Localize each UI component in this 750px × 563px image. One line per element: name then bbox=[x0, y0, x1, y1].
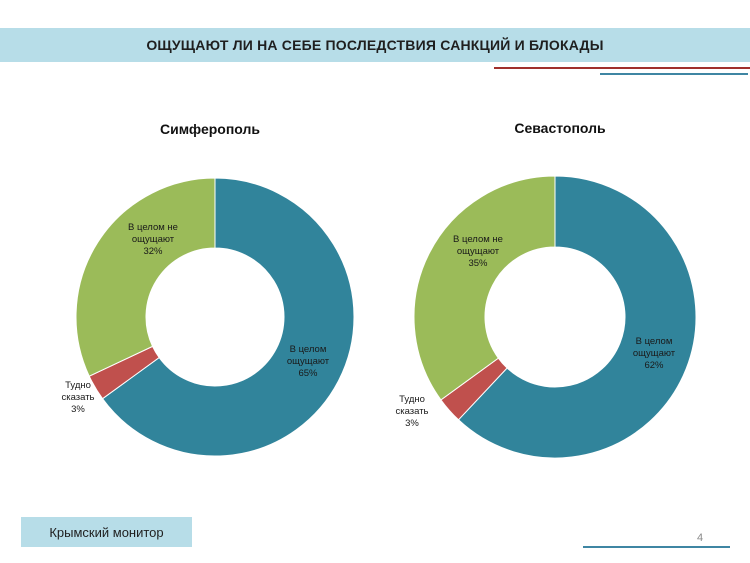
slice-label-line: В целом не bbox=[453, 234, 503, 245]
slice-label-0: В целом ощущают 65% bbox=[287, 344, 330, 379]
slice-label-line: Тудно bbox=[65, 380, 91, 391]
slice-label-2: В целом не ощущают 35% bbox=[453, 234, 503, 269]
slice-label-line: 62% bbox=[644, 360, 664, 371]
page-title: ОЩУЩАЮТ ЛИ НА СЕБЕ ПОСЛЕДСТВИЯ САНКЦИЙ И… bbox=[146, 37, 604, 53]
brand-label: Крымский монитор bbox=[49, 524, 164, 540]
slice-label-line: 35% bbox=[468, 258, 488, 269]
page-number: 4 bbox=[697, 532, 704, 544]
chart-title-simferopol: Симферополь bbox=[159, 121, 261, 137]
slice-label-line: сказать bbox=[395, 406, 428, 417]
donut-slice-2 bbox=[75, 177, 216, 377]
slice-label-1: Тудно сказать 3% bbox=[61, 380, 94, 415]
footer-rule bbox=[583, 546, 730, 548]
header-rule-red bbox=[494, 67, 750, 69]
slice-label-line: В целом bbox=[636, 336, 673, 347]
title-banner: ОЩУЩАЮТ ЛИ НА СЕБЕ ПОСЛЕДСТВИЯ САНКЦИЙ И… bbox=[0, 28, 750, 62]
slice-label-line: Тудно bbox=[399, 394, 425, 405]
slice-label-line: ощущают bbox=[457, 246, 500, 257]
slice-label-line: ощущают bbox=[287, 356, 330, 367]
slice-label-0: В целом ощущают 62% bbox=[633, 336, 676, 371]
chart-title-sevastopol: Севастополь bbox=[514, 120, 606, 136]
slice-label-line: ощущают bbox=[132, 234, 175, 245]
donut-slice-0 bbox=[457, 175, 697, 459]
header-rule-blue bbox=[600, 73, 748, 75]
slice-label-line: В целом bbox=[290, 344, 327, 355]
slice-label-2: В целом не ощущают 32% bbox=[128, 222, 178, 257]
slice-label-line: 32% bbox=[143, 246, 163, 257]
slice-label-line: сказать bbox=[61, 392, 94, 403]
donut-slice-0 bbox=[101, 177, 355, 457]
slice-label-1: Тудно сказать 3% bbox=[395, 394, 428, 429]
slice-label-line: 3% bbox=[405, 418, 419, 429]
brand-badge: Крымский монитор bbox=[21, 517, 192, 547]
slice-label-line: В целом не bbox=[128, 222, 178, 233]
slice-label-line: 3% bbox=[71, 404, 85, 415]
slice-label-line: ощущают bbox=[633, 348, 676, 359]
donut-slice-2 bbox=[413, 175, 556, 401]
slice-label-line: 65% bbox=[298, 368, 318, 379]
